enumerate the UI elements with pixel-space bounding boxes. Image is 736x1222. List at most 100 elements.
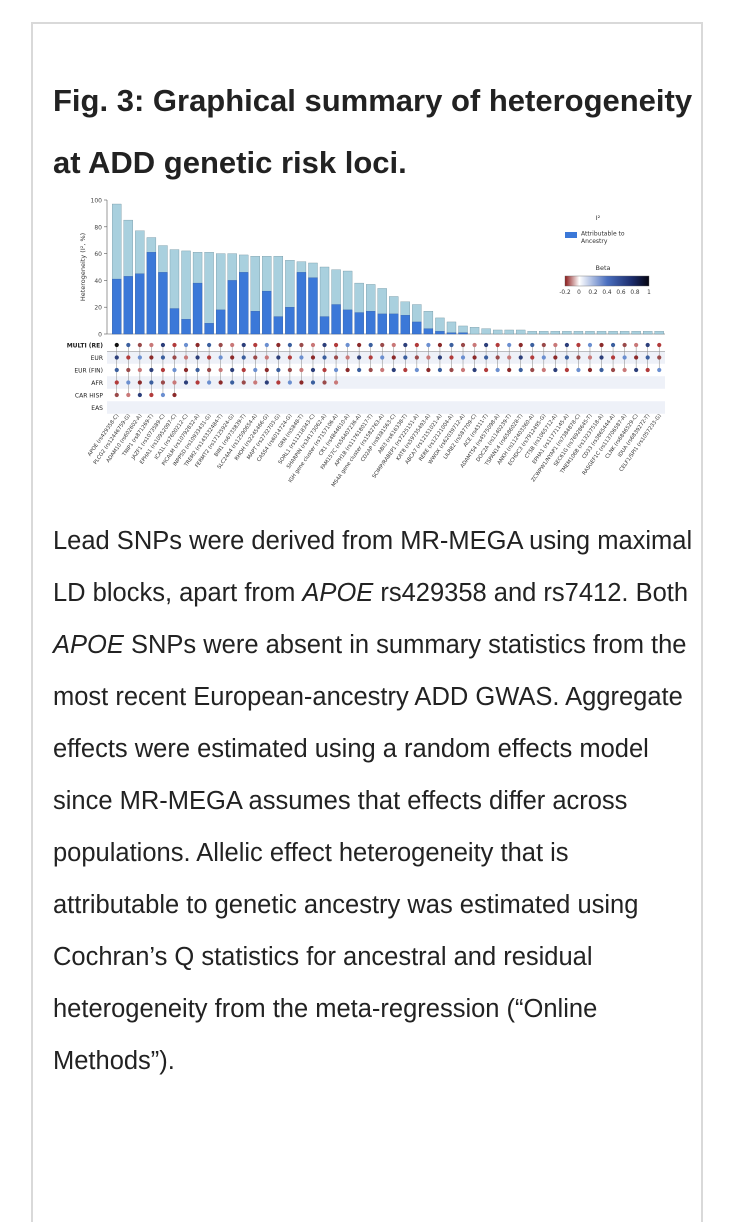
- beta-dot: [299, 367, 304, 373]
- beta-dot: [230, 380, 235, 385]
- bar-total-heterogeneity: [619, 331, 630, 335]
- beta-dot: [195, 355, 200, 360]
- bar-ancestry-heterogeneity: [169, 308, 180, 335]
- beta-dot: [276, 342, 281, 348]
- beta-dot: [345, 355, 350, 360]
- matrix-row-label: EAS: [91, 405, 103, 412]
- beta-dot: [333, 380, 339, 385]
- bar-ancestry-heterogeneity: [262, 290, 272, 335]
- beta-dot: [437, 367, 443, 373]
- beta-dot: [114, 367, 119, 373]
- beta-dot: [576, 342, 581, 348]
- caption-text-3: SNPs were absent in summary statistics f…: [53, 631, 687, 1075]
- beta-dot: [230, 355, 235, 360]
- beta-dot: [218, 355, 223, 360]
- figure-title: Fig. 3: Graphical summary of heterogenei…: [53, 83, 693, 180]
- beta-dot: [380, 342, 385, 348]
- bar-ancestry-heterogeneity: [458, 332, 468, 335]
- bar-total-heterogeneity: [469, 327, 480, 335]
- beta-dot: [368, 355, 373, 360]
- beta-dot: [622, 355, 627, 360]
- beta-dot: [137, 342, 142, 348]
- beta-dot: [357, 342, 362, 348]
- beta-dot: [230, 342, 235, 348]
- y-tick-label: 20: [94, 305, 102, 312]
- beta-dot: [287, 380, 292, 385]
- bar-total-heterogeneity: [585, 331, 595, 335]
- bar-total-heterogeneity: [654, 331, 664, 335]
- beta-dot: [541, 367, 546, 373]
- beta-dot: [530, 367, 535, 373]
- matrix-row-band: [107, 401, 665, 414]
- colorbar-tick-label: 0.2: [588, 290, 598, 296]
- beta-dot: [587, 367, 593, 373]
- bar-total-heterogeneity: [481, 328, 491, 335]
- beta-dot: [426, 342, 431, 348]
- beta-dot: [564, 342, 569, 348]
- caption-gene-apoe-1: APOE: [302, 579, 374, 607]
- beta-dot: [530, 355, 535, 360]
- beta-dot: [357, 355, 362, 360]
- beta-dot: [253, 367, 258, 373]
- beta-dot: [495, 367, 500, 373]
- figure-caption: Lead SNPs were derived from MR-MEGA usin…: [53, 515, 693, 1087]
- beta-dot: [634, 342, 639, 348]
- beta-dot: [137, 367, 142, 373]
- beta-dot: [114, 380, 119, 385]
- bar-ancestry-heterogeneity: [112, 278, 122, 335]
- beta-dot: [495, 342, 500, 348]
- y-tick-label: 80: [94, 224, 102, 231]
- beta-dot: [657, 367, 662, 373]
- bar-total-heterogeneity: [562, 331, 572, 335]
- beta-dot: [207, 342, 212, 348]
- bar-ancestry-heterogeneity: [400, 315, 410, 335]
- beta-dot: [218, 380, 223, 385]
- beta-dot: [449, 342, 454, 348]
- beta-dot: [553, 367, 558, 373]
- beta-dot: [299, 342, 304, 348]
- beta-dot: [460, 342, 466, 348]
- beta-dot: [576, 355, 581, 360]
- bar-ancestry-heterogeneity: [227, 280, 237, 335]
- beta-dot: [310, 355, 316, 360]
- beta-dot: [634, 367, 639, 373]
- bar-ancestry-heterogeneity: [285, 307, 295, 335]
- beta-dot: [564, 355, 569, 360]
- beta-dot: [126, 367, 131, 373]
- beta-dot: [610, 367, 616, 373]
- beta-dot: [414, 342, 419, 348]
- beta-dot: [507, 367, 512, 373]
- legend-entry-line2: Ancestry: [581, 238, 608, 245]
- beta-dot: [160, 367, 166, 373]
- beta-dot: [230, 367, 235, 373]
- beta-dot: [657, 342, 662, 348]
- beta-dot: [622, 367, 627, 373]
- beta-dot: [507, 355, 512, 360]
- beta-dot: [333, 355, 339, 360]
- bar-ancestry-heterogeneity: [250, 311, 260, 335]
- beta-dot: [472, 342, 477, 348]
- beta-dot: [172, 380, 177, 385]
- beta-dot: [207, 355, 212, 360]
- beta-dot: [553, 355, 558, 360]
- caption-text-1: Lead SNPs were derived from MR-MEGA usin…: [53, 527, 693, 607]
- beta-dot: [368, 367, 373, 373]
- beta-dot: [137, 392, 142, 398]
- beta-dot: [368, 342, 373, 348]
- beta-dot: [241, 355, 246, 360]
- beta-dot: [172, 392, 177, 398]
- beta-dot: [253, 342, 258, 348]
- bar-total-heterogeneity: [631, 331, 641, 335]
- beta-dot: [576, 367, 581, 373]
- bar-total-heterogeneity: [492, 329, 503, 335]
- beta-dot: [322, 380, 327, 385]
- beta-dot: [657, 355, 662, 360]
- beta-dot: [195, 380, 200, 385]
- beta-dot: [160, 355, 166, 360]
- bar-total-heterogeneity: [516, 329, 526, 335]
- beta-dot: [218, 367, 223, 373]
- beta-dot: [149, 380, 154, 385]
- beta-dot: [172, 355, 177, 360]
- beta-dot: [391, 367, 396, 373]
- bar-ancestry-heterogeneity: [354, 312, 364, 335]
